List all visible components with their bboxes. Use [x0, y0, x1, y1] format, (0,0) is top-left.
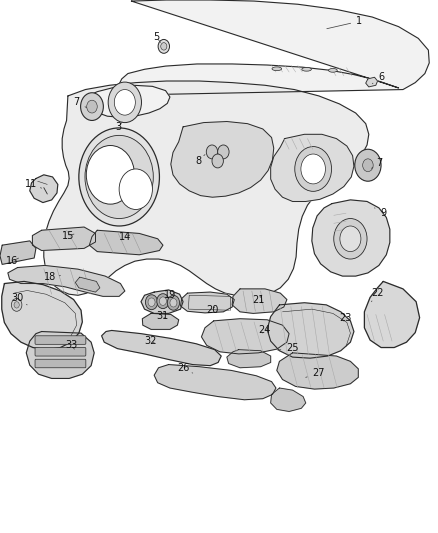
Circle shape [167, 295, 180, 310]
Text: 3: 3 [115, 122, 122, 132]
Text: 1: 1 [327, 17, 362, 29]
Polygon shape [180, 292, 234, 313]
Circle shape [340, 226, 361, 252]
Polygon shape [142, 313, 179, 329]
Circle shape [114, 90, 135, 115]
Text: 5: 5 [154, 33, 160, 43]
Polygon shape [201, 319, 289, 354]
Text: 25: 25 [278, 343, 299, 352]
Text: 32: 32 [145, 336, 157, 346]
Polygon shape [227, 350, 271, 368]
Circle shape [170, 298, 177, 307]
Circle shape [212, 154, 223, 168]
Polygon shape [154, 365, 276, 400]
Circle shape [86, 146, 134, 204]
Text: 22: 22 [371, 288, 384, 302]
Text: 31: 31 [156, 311, 168, 320]
Polygon shape [75, 277, 100, 292]
Text: 6: 6 [372, 72, 384, 84]
Circle shape [14, 302, 19, 308]
Circle shape [363, 159, 373, 172]
Circle shape [301, 154, 325, 184]
Circle shape [148, 298, 155, 306]
Text: 27: 27 [306, 368, 325, 378]
Circle shape [161, 43, 167, 50]
Circle shape [355, 149, 381, 181]
Polygon shape [2, 281, 82, 350]
Polygon shape [171, 122, 274, 197]
Ellipse shape [302, 68, 311, 71]
Text: 18: 18 [44, 272, 60, 282]
FancyBboxPatch shape [35, 336, 86, 344]
Polygon shape [271, 388, 306, 411]
Text: 16: 16 [6, 256, 18, 266]
Text: 19: 19 [164, 290, 176, 300]
Circle shape [85, 135, 153, 219]
Circle shape [79, 128, 159, 226]
Polygon shape [366, 77, 378, 87]
Polygon shape [119, 0, 429, 95]
Polygon shape [0, 241, 36, 264]
Text: 11: 11 [25, 179, 42, 189]
FancyBboxPatch shape [35, 359, 86, 368]
Polygon shape [364, 281, 420, 348]
Text: 7: 7 [74, 98, 87, 108]
Polygon shape [44, 81, 369, 296]
Polygon shape [267, 303, 354, 358]
Ellipse shape [328, 68, 337, 72]
Text: 8: 8 [195, 155, 205, 166]
Circle shape [206, 145, 218, 159]
Circle shape [81, 93, 103, 120]
Polygon shape [26, 332, 94, 378]
Polygon shape [89, 230, 163, 255]
Polygon shape [141, 290, 183, 313]
Circle shape [11, 298, 22, 311]
Polygon shape [85, 85, 170, 117]
Polygon shape [32, 227, 95, 251]
Polygon shape [8, 265, 125, 296]
Text: 30: 30 [11, 294, 27, 305]
Text: 33: 33 [65, 341, 77, 350]
Circle shape [87, 100, 97, 113]
Text: 15: 15 [62, 231, 74, 240]
Circle shape [108, 82, 141, 123]
Polygon shape [232, 289, 287, 313]
Circle shape [334, 219, 367, 259]
Circle shape [157, 294, 169, 309]
Polygon shape [30, 175, 58, 203]
Text: 7: 7 [371, 158, 382, 168]
Polygon shape [277, 353, 358, 389]
Circle shape [218, 145, 229, 159]
FancyBboxPatch shape [35, 348, 86, 356]
Polygon shape [102, 330, 221, 366]
Polygon shape [271, 134, 354, 201]
Ellipse shape [272, 67, 282, 70]
Text: 21: 21 [252, 295, 265, 304]
Polygon shape [312, 200, 390, 276]
Text: 9: 9 [374, 208, 386, 218]
Circle shape [158, 39, 170, 53]
Circle shape [159, 297, 166, 305]
Circle shape [119, 169, 152, 209]
Circle shape [145, 295, 158, 310]
Text: 14: 14 [119, 232, 131, 242]
Text: 23: 23 [339, 313, 351, 322]
Text: 24: 24 [258, 326, 271, 335]
Text: 26: 26 [177, 363, 193, 373]
Text: 20: 20 [206, 305, 218, 315]
Circle shape [295, 147, 332, 191]
